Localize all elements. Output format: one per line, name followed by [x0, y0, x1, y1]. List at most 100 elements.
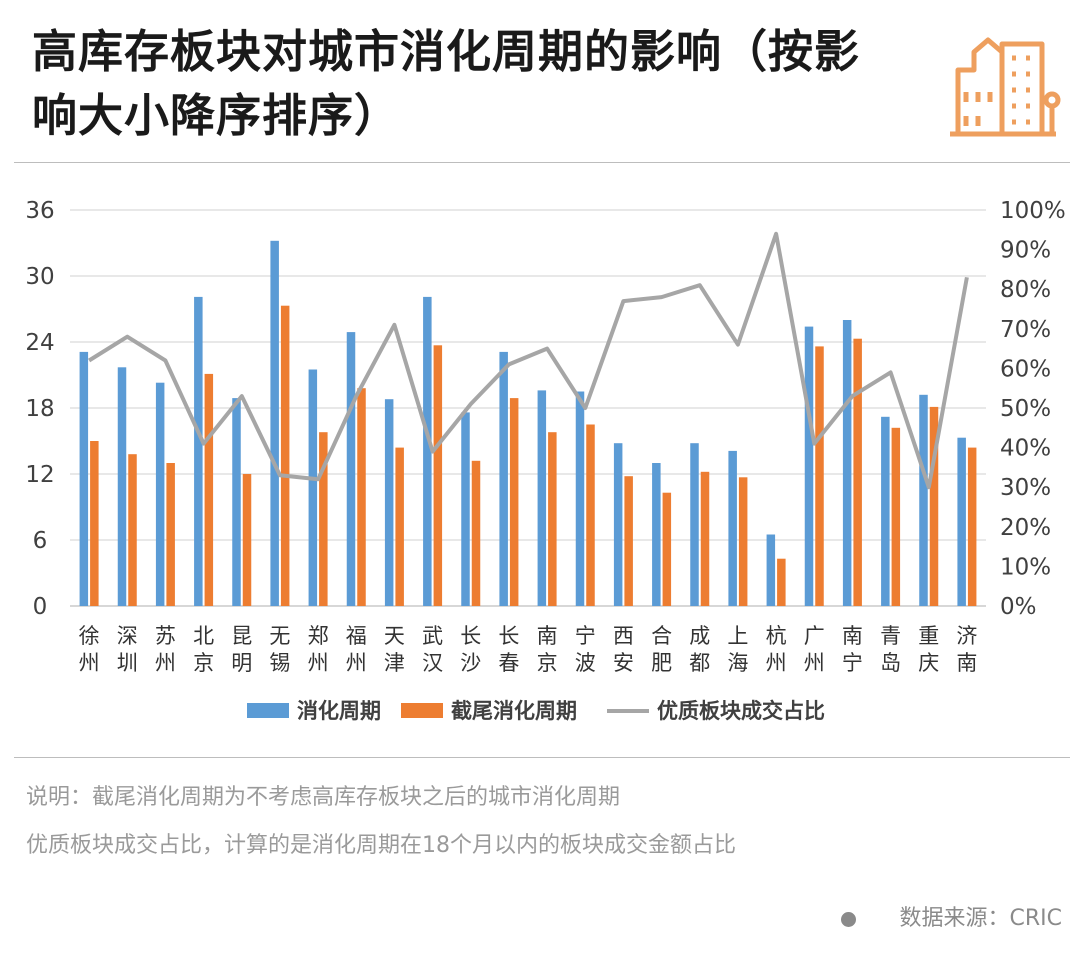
x-tick-label: 苏: [155, 624, 176, 648]
bar-xiaohua: [804, 326, 814, 606]
y2-tick-label: 10%: [1000, 554, 1051, 580]
x-tick-label: 昆: [231, 624, 252, 648]
y2-tick-label: 40%: [1000, 436, 1051, 462]
bar-jiewei: [662, 492, 672, 606]
x-tick-label: 春: [498, 651, 519, 675]
bar-xiaohua: [79, 351, 89, 606]
y-tick-label: 0: [33, 594, 48, 620]
bar-jiewei: [624, 476, 633, 606]
x-tick-label: 海: [727, 651, 748, 675]
series-jiewei-bars: [90, 305, 977, 606]
bar-jiewei: [700, 471, 710, 606]
y2-tick-label: 30%: [1000, 475, 1051, 501]
bar-xiaohua: [346, 332, 356, 606]
x-tick-label: 波: [575, 651, 596, 675]
bar-jiewei: [738, 477, 748, 606]
bar-xiaohua: [384, 399, 394, 606]
x-tick-label: 锡: [269, 651, 290, 675]
x-tick-label: 津: [384, 651, 405, 675]
x-axis-labels: 徐州深圳苏州北京昆明无锡郑州福州天津武汉长沙长春南京宁波西安合肥成都上海杭州广州…: [79, 624, 978, 675]
bar-xiaohua: [499, 351, 508, 606]
gridlines: [70, 209, 986, 607]
y-tick-label: 30: [25, 264, 54, 290]
bar-xiaohua: [842, 320, 852, 606]
bar-xiaohua: [308, 369, 318, 606]
x-tick-label: 广: [804, 624, 825, 648]
y-tick-label: 6: [33, 528, 48, 554]
bar-jiewei: [433, 345, 443, 606]
bar-jiewei: [853, 338, 862, 606]
bar-xiaohua: [652, 463, 661, 606]
y-tick-label: 12: [25, 462, 54, 488]
bar-jiewei: [929, 406, 939, 606]
bar-xiaohua: [537, 390, 547, 606]
bar-jiewei: [357, 388, 366, 606]
x-tick-label: 济: [956, 624, 977, 648]
bar-jiewei: [204, 373, 214, 606]
legend: 消化周期 截尾消化周期 优质板块成交占比: [247, 699, 825, 723]
x-tick-label: 南: [537, 624, 558, 648]
chart: 0 6 12 18 24 30 36 0% 10% 20% 30% 40% 50% 60% 70% 80% 9…: [25, 198, 1066, 723]
bar-xiaohua: [766, 534, 776, 606]
bar-jiewei: [586, 424, 595, 606]
x-tick-label: 安: [613, 651, 634, 675]
x-tick-label: 都: [689, 651, 710, 675]
legend-label: 消化周期: [297, 699, 381, 723]
bar-jiewei: [815, 346, 824, 606]
note-line-1: 说明：截尾消化周期为不考虑高库存板块之后的城市消化周期: [26, 785, 621, 810]
bar-jiewei: [90, 441, 99, 606]
y2-tick-label: 60%: [1000, 356, 1051, 382]
bar-jiewei: [128, 454, 137, 606]
x-tick-label: 州: [346, 651, 367, 675]
notes: 说明：截尾消化周期为不考虑高库存板块之后的城市消化周期 优质板块成交占比，计算的…: [26, 780, 736, 876]
y2-tick-label: 70%: [1000, 317, 1051, 343]
y2-tick-label: 50%: [1000, 396, 1051, 422]
y2-tick-label: 100%: [1000, 198, 1066, 224]
source: 数据来源：CRIC: [840, 900, 1062, 932]
y2-tick-label: 0%: [1000, 594, 1037, 620]
series-xiaohua-bars: [79, 240, 966, 607]
x-tick-label: 南: [956, 651, 977, 675]
bar-xiaohua: [155, 382, 165, 606]
y2-tick-label: 20%: [1000, 515, 1051, 541]
bar-xiaohua: [270, 240, 279, 607]
legend-swatch: [401, 703, 443, 718]
x-tick-label: 京: [537, 651, 558, 675]
bar-xiaohua: [575, 391, 585, 606]
x-tick-label: 庆: [918, 651, 939, 675]
bar-jiewei: [967, 447, 977, 606]
y2-tick-label: 90%: [1000, 238, 1051, 264]
x-tick-label: 州: [79, 651, 100, 675]
x-tick-label: 汉: [422, 651, 443, 675]
legend-label: 优质板块成交占比: [657, 699, 825, 723]
top-divider: [14, 162, 1070, 163]
y2-tick-label: 80%: [1000, 277, 1051, 303]
x-tick-label: 沙: [460, 651, 481, 675]
bar-jiewei: [471, 460, 481, 606]
bar-xiaohua: [423, 296, 432, 606]
x-tick-label: 郑: [308, 624, 329, 648]
bar-jiewei: [280, 305, 290, 606]
bar-xiaohua: [232, 398, 241, 606]
bar-xiaohua: [957, 437, 966, 606]
x-tick-label: 长: [460, 624, 481, 648]
x-tick-label: 北: [193, 624, 214, 648]
x-tick-label: 合: [651, 624, 672, 648]
bar-xiaohua: [881, 416, 890, 606]
x-tick-label: 州: [804, 651, 825, 675]
bullet-icon: [840, 911, 856, 927]
bar-jiewei: [242, 474, 252, 606]
bar-jiewei: [548, 432, 557, 606]
series-youzhi-line: [88, 231, 969, 490]
bar-xiaohua: [919, 394, 928, 606]
bar-jiewei: [319, 432, 328, 606]
x-tick-label: 京: [193, 651, 214, 675]
x-tick-label: 宁: [842, 651, 863, 675]
y-axis-left-labels: 0 6 12 18 24 30 36: [25, 198, 54, 620]
bar-jiewei: [166, 463, 175, 606]
bar-jiewei: [777, 558, 786, 606]
legend-label: 截尾消化周期: [451, 699, 577, 723]
x-tick-label: 武: [422, 624, 443, 648]
x-tick-label: 州: [155, 651, 176, 675]
x-tick-label: 肥: [651, 651, 672, 675]
